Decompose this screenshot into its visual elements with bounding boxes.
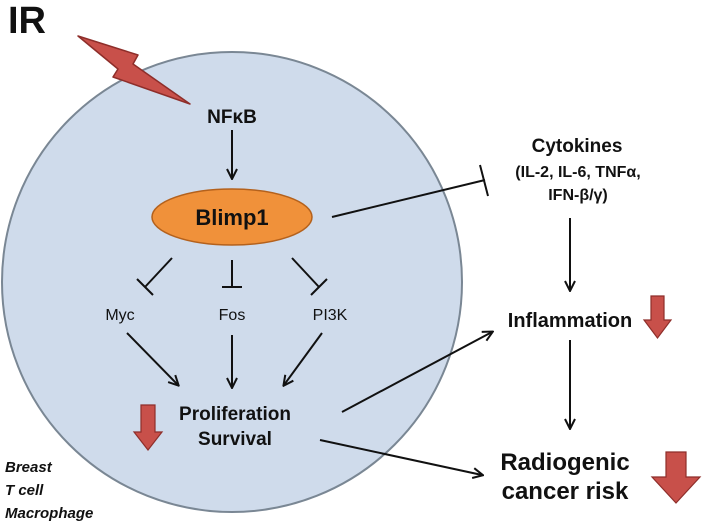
inflammation-label: Inflammation: [508, 310, 632, 332]
inhibition-cytokines: [331, 164, 489, 218]
survival-to-cancer-arrow: [319, 439, 482, 475]
pi3k-label: PI3K: [313, 307, 348, 324]
proliferation-to-inflammation-arrow: [341, 332, 492, 413]
blimp1-node: [151, 188, 313, 246]
cell-type-tcell: T cell: [5, 482, 44, 499]
myc-to-proliferation-arrow: [126, 332, 178, 385]
cytokines-line1: (IL-2, IL-6, TNFα,: [515, 164, 640, 181]
inhibition-fos: [222, 260, 242, 288]
lightning-bolt-icon: [77, 35, 191, 105]
cancer-risk-line1: Radiogenic: [500, 449, 629, 476]
inhibition-pi3k: [291, 257, 328, 296]
down-arrow-icon: [650, 451, 702, 504]
cancer-risk-line2: cancer risk: [502, 478, 629, 505]
down-arrow-icon: [132, 404, 164, 451]
blimp1-label: Blimp1: [195, 205, 268, 230]
ir-label: IR: [8, 0, 46, 42]
pi3k-to-proliferation-arrow: [284, 332, 323, 385]
inhibition-myc: [136, 257, 173, 296]
cell-type-breast: Breast: [5, 459, 53, 476]
proliferation-label: Proliferation: [179, 404, 291, 425]
fos-label: Fos: [219, 307, 246, 324]
nfkb-label: NFκB: [207, 107, 257, 128]
myc-label: Myc: [105, 307, 134, 324]
cytokines-line2: IFN-β/γ): [548, 187, 608, 204]
cytokines-title: Cytokines: [532, 136, 623, 157]
cell-type-macrophage: Macrophage: [5, 505, 93, 522]
survival-label: Survival: [198, 429, 272, 450]
down-arrow-icon: [642, 295, 673, 339]
